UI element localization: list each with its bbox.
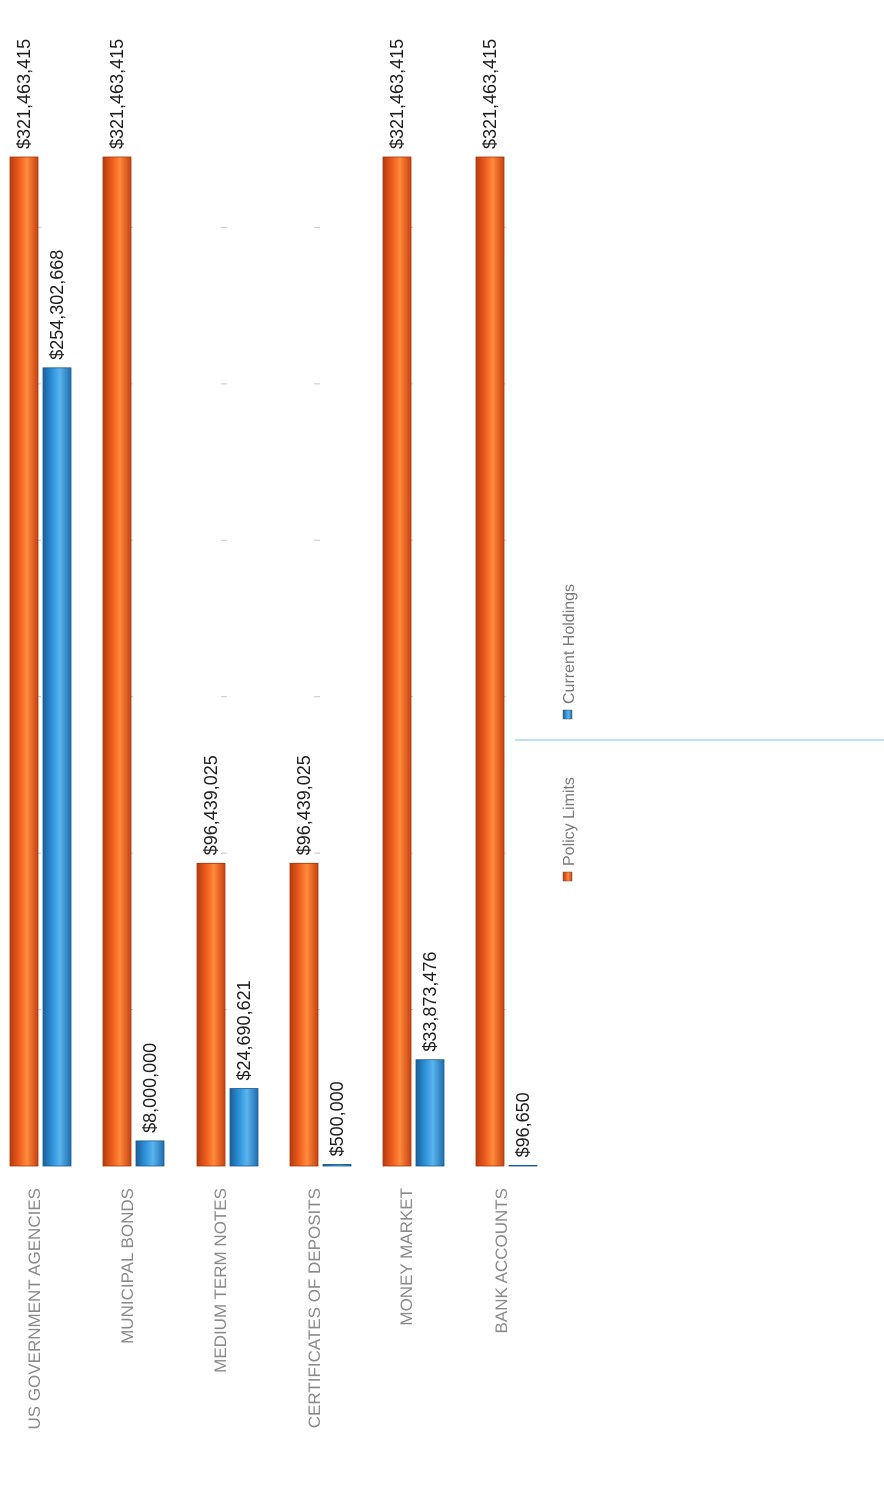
bar-policy-limits [9, 156, 39, 1167]
labels-group: US GOVERNMENT AGENCIES $321,463,415 $254,3… [14, 39, 533, 1430]
data-label: $96,439,025 [294, 755, 314, 855]
data-label: $33,873,476 [420, 952, 440, 1052]
legend-item-current-holdings: Current Holdings [561, 584, 578, 720]
data-label: $96,650 [513, 1092, 533, 1157]
category-label: MUNICIPAL BONDS [118, 1188, 137, 1344]
bar-policy-limits [196, 862, 226, 1167]
bar-current-holdings [42, 367, 72, 1167]
bar-current-holdings [322, 1164, 352, 1167]
category-label: MEDIUM TERM NOTES [211, 1188, 230, 1373]
bar-policy-limits [382, 156, 412, 1167]
legend: Policy Limits Current Holdings [561, 584, 578, 882]
bar-policy-limits [102, 156, 132, 1167]
bar-current-holdings [135, 1140, 165, 1167]
legend-swatch [562, 871, 573, 882]
legend-label: Policy Limits [561, 777, 578, 866]
category-label: CERTIFICATES OF DEPOSITS [305, 1188, 324, 1428]
bar-policy-limits [289, 862, 319, 1167]
data-label: $96,439,025 [201, 755, 221, 855]
data-label: $254,302,668 [47, 250, 67, 360]
bar-current-holdings [229, 1088, 259, 1167]
data-label: $321,463,415 [480, 39, 500, 149]
bar-current-holdings [415, 1059, 445, 1167]
bar-current-holdings [508, 1165, 538, 1167]
bars-group [9, 156, 538, 1167]
data-label: $500,000 [327, 1081, 347, 1156]
category-label: US GOVERNMENT AGENCIES [25, 1188, 44, 1430]
legend-swatch [562, 709, 573, 720]
legend-item-policy-limits: Policy Limits [561, 777, 578, 882]
category-label: BANK ACCOUNTS [492, 1188, 511, 1333]
data-label: $321,463,415 [107, 39, 127, 149]
data-label: $321,463,415 [14, 39, 34, 149]
legend-label: Current Holdings [561, 584, 578, 704]
bar-policy-limits [475, 156, 505, 1167]
data-label: $24,690,621 [234, 980, 254, 1080]
data-label: $321,463,415 [387, 39, 407, 149]
data-label: $8,000,000 [140, 1043, 160, 1133]
category-label: MONEY MARKET [397, 1188, 416, 1326]
